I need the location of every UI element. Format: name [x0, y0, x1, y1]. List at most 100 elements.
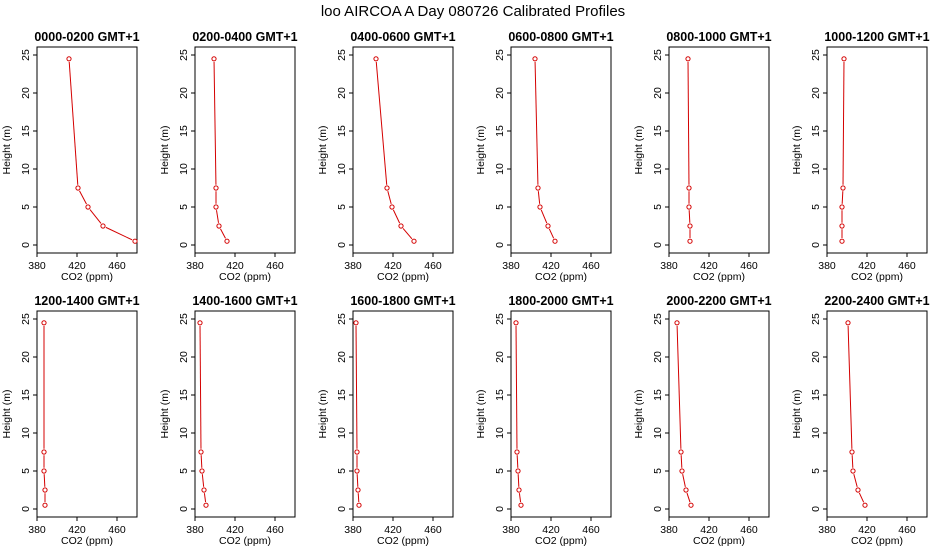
data-point [862, 502, 868, 508]
x-axis-label: CO2 (ppm) [219, 535, 271, 547]
x-tick-label: 460 [424, 524, 442, 536]
plot-frame [194, 46, 296, 254]
data-point [75, 185, 81, 191]
series-segment [537, 191, 541, 204]
y-tick-label: 25 [20, 49, 32, 61]
data-point [516, 487, 522, 493]
data-point [679, 468, 685, 474]
y-tick-label: 25 [652, 49, 664, 61]
series-segment [213, 61, 217, 185]
y-tick-label: 25 [494, 313, 506, 325]
data-point [355, 487, 361, 493]
series-segment [43, 474, 46, 487]
y-tick-label: 0 [336, 242, 348, 248]
series-segment [201, 474, 205, 487]
y-tick-label: 20 [810, 87, 822, 99]
y-tick-label: 5 [652, 204, 664, 210]
x-tick-label: 460 [582, 524, 600, 536]
data-point [216, 223, 222, 229]
x-tick-label: 380 [344, 524, 362, 536]
y-tick-label: 15 [178, 389, 190, 401]
y-tick-label: 25 [20, 313, 32, 325]
y-tick-label: 15 [20, 389, 32, 401]
y-tick-label: 10 [20, 163, 32, 175]
y-tick-label: 20 [336, 87, 348, 99]
y-tick-label: 25 [178, 313, 190, 325]
panel-title: 0400-0600 GMT+1 [350, 30, 455, 44]
x-tick-label: 380 [818, 260, 836, 272]
series-segment [517, 474, 520, 487]
figure-title: loo AIRCOA A Day 080726 Calibrated Profi… [321, 3, 625, 20]
y-tick-label: 5 [652, 468, 664, 474]
series-segment [200, 455, 203, 468]
series-segment [853, 473, 858, 488]
x-tick-label: 460 [898, 524, 916, 536]
x-tick-label: 460 [108, 524, 126, 536]
y-tick-label: 10 [494, 163, 506, 175]
series-segment [676, 325, 682, 449]
series-segment [220, 228, 226, 239]
y-tick-label: 15 [336, 125, 348, 137]
series-segment [216, 210, 219, 223]
data-point [537, 204, 543, 210]
data-point [203, 502, 209, 508]
y-axis-label: Height (m) [159, 389, 171, 438]
series-segment [387, 190, 392, 205]
y-tick-label: 25 [336, 49, 348, 61]
data-point [687, 238, 693, 244]
data-point [678, 449, 684, 455]
y-tick-label: 0 [494, 242, 506, 248]
x-axis-label: CO2 (ppm) [377, 535, 429, 547]
data-point [518, 502, 524, 508]
x-axis-label: CO2 (ppm) [61, 535, 113, 547]
y-tick-label: 5 [336, 468, 348, 474]
x-tick-label: 380 [660, 260, 678, 272]
data-point [197, 320, 203, 326]
series-segment [515, 325, 518, 449]
x-axis-label: CO2 (ppm) [219, 271, 271, 283]
data-point [845, 320, 851, 326]
y-axis-label: Height (m) [1, 125, 13, 174]
series-segment [79, 190, 87, 205]
y-tick-label: 25 [810, 313, 822, 325]
data-point [211, 56, 217, 62]
data-point [411, 238, 417, 244]
series-segment [858, 492, 865, 503]
y-tick-label: 20 [494, 87, 506, 99]
y-tick-label: 5 [810, 468, 822, 474]
x-tick-label: 380 [186, 260, 204, 272]
plot-frame [352, 46, 454, 254]
y-tick-label: 0 [20, 506, 32, 512]
data-point [201, 487, 207, 493]
series-segment [851, 455, 854, 468]
data-point [687, 223, 693, 229]
data-point [41, 468, 47, 474]
y-tick-label: 10 [178, 427, 190, 439]
y-tick-label: 10 [336, 427, 348, 439]
series-segment [841, 191, 844, 204]
y-tick-label: 0 [178, 506, 190, 512]
y-tick-label: 25 [178, 49, 190, 61]
y-tick-label: 5 [20, 204, 32, 210]
series-segment [105, 226, 133, 241]
series-segment [357, 493, 360, 503]
series-segment [548, 228, 555, 239]
y-tick-label: 0 [810, 242, 822, 248]
y-axis-label: Height (m) [475, 389, 487, 438]
data-point [42, 502, 48, 508]
panel-title: 1600-1800 GMT+1 [350, 294, 455, 308]
y-tick-label: 5 [336, 204, 348, 210]
data-point [839, 238, 845, 244]
data-point [213, 185, 219, 191]
data-point [840, 185, 846, 191]
y-tick-label: 10 [178, 163, 190, 175]
data-point [224, 238, 230, 244]
y-tick-label: 10 [810, 427, 822, 439]
x-tick-label: 420 [700, 260, 718, 272]
x-tick-label: 380 [660, 524, 678, 536]
